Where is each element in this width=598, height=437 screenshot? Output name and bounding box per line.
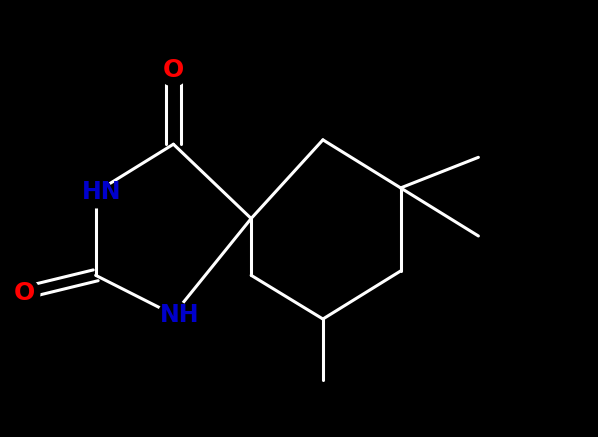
Text: NH: NH — [160, 303, 199, 326]
Text: O: O — [163, 58, 184, 82]
Text: O: O — [13, 281, 35, 305]
Text: HN: HN — [82, 180, 121, 204]
